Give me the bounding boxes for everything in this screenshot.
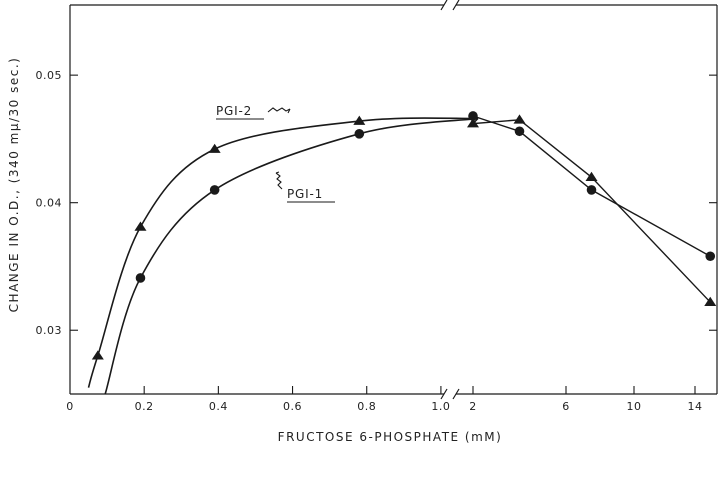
data-point-pgi-1 — [468, 111, 478, 121]
series-curve-pgi-1 — [104, 117, 479, 395]
x-tick-label: 0.6 — [283, 400, 302, 413]
series-curve-pgi-2 — [87, 117, 479, 388]
data-point-pgi-2 — [513, 114, 526, 124]
data-point-pgi-1 — [705, 251, 716, 262]
data-point-pgi-1 — [135, 273, 146, 283]
data-point-pgi-2 — [585, 171, 598, 181]
curves-layer — [87, 115, 711, 395]
series-line-right-pgi-2 — [471, 118, 711, 303]
x-tick-label: 1.0 — [431, 400, 450, 413]
data-point-pgi-1 — [354, 129, 365, 139]
series-label-pgi-2-leader — [267, 107, 291, 114]
series-label-pgi-1-leader — [275, 171, 283, 190]
data-point-pgi-1 — [514, 126, 525, 137]
data-point-pgi-2 — [467, 118, 479, 128]
x-axis-break-mark — [452, 388, 460, 400]
x-axis-break-mark — [440, 388, 448, 400]
x-tick-label: 0.8 — [357, 400, 376, 413]
data-point-pgi-1 — [586, 185, 597, 195]
x-tick-label: 10 — [627, 400, 642, 413]
data-point-pgi-2 — [353, 115, 366, 125]
x-tick-label: 2 — [469, 400, 477, 413]
data-point-pgi-2 — [91, 350, 104, 360]
labels-layer: CHANGE IN O.D., (340 mμ/30 sec.) FRUCTOS… — [7, 57, 503, 444]
series-label-pgi-1: PGI-1 — [287, 187, 323, 201]
x-tick-label: 0.4 — [209, 400, 228, 413]
data-point-pgi-1 — [209, 185, 220, 195]
x-tick-label: 0.2 — [135, 400, 154, 413]
y-axis-title: CHANGE IN O.D., (340 mμ/30 sec.) — [7, 57, 21, 313]
x-tick-label: 0 — [66, 400, 74, 413]
axes-layer: 0.03 0.04 0.05 0 0.2 0.4 0.6 0.8 1.0 2 6 10 14 — [36, 0, 718, 413]
data-point-pgi-2 — [208, 143, 221, 153]
markers-layer — [91, 111, 717, 360]
top-frame-break-mark — [452, 0, 460, 11]
data-point-pgi-2 — [704, 296, 717, 306]
x-tick-label: 6 — [562, 400, 570, 413]
series-label-pgi-2: PGI-2 — [216, 104, 252, 118]
y-tick-label: 0.03 — [36, 324, 63, 337]
x-axis-title: FRUCTOSE 6-PHOSPHATE (mM) — [278, 430, 503, 444]
y-tick-label: 0.04 — [36, 197, 63, 210]
y-tick-label: 0.05 — [36, 69, 63, 82]
x-tick-label: 14 — [688, 400, 703, 413]
data-point-pgi-2 — [134, 221, 147, 231]
top-frame-break-mark — [440, 0, 448, 11]
